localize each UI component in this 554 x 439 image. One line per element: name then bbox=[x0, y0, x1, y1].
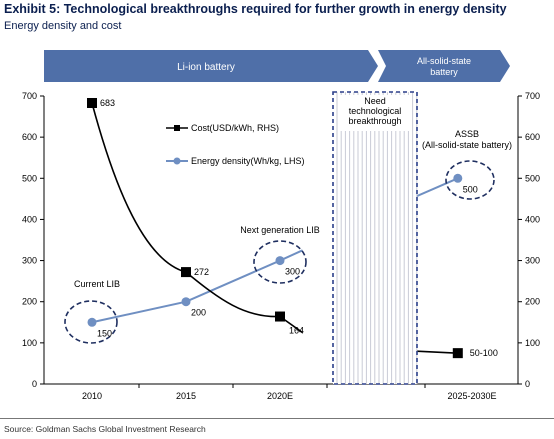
y-tick-label-left: 600 bbox=[22, 132, 37, 142]
cost-point-label: 164 bbox=[289, 326, 304, 336]
banner-assb bbox=[378, 50, 510, 82]
energy-point-label: 500 bbox=[463, 184, 478, 194]
cost-point bbox=[181, 267, 191, 278]
y-tick-label-right: 100 bbox=[525, 338, 540, 348]
bottom-rule bbox=[0, 418, 554, 419]
cost-point-label: 272 bbox=[194, 267, 209, 277]
cost-line bbox=[91, 102, 303, 334]
y-tick-label-left: 200 bbox=[22, 297, 37, 307]
banner-assb-label-line1: All-solid-state bbox=[417, 56, 471, 66]
breakthrough-border bbox=[332, 91, 418, 385]
banner-assb-label-line2: battery bbox=[430, 67, 458, 77]
x-tick-label: 2020E bbox=[267, 391, 293, 401]
legend-cost-marker bbox=[174, 125, 180, 131]
energy-point bbox=[87, 317, 97, 327]
energy-point bbox=[453, 173, 463, 183]
breakthrough-label-line: breakthrough bbox=[348, 116, 401, 126]
banner-li-ion bbox=[44, 50, 378, 82]
annotation-assb-full: (All-solid-state battery) bbox=[422, 140, 512, 150]
cost-point-label: 683 bbox=[100, 98, 115, 108]
x-tick-label: 2025-2030E bbox=[447, 391, 496, 401]
energy-point bbox=[275, 256, 285, 266]
energy-point-label: 200 bbox=[191, 308, 206, 318]
cost-point bbox=[452, 348, 463, 359]
y-tick-label-right: 200 bbox=[525, 297, 540, 307]
annotation-assb: ASSB bbox=[455, 129, 479, 139]
y-tick-label-left: 700 bbox=[22, 91, 37, 101]
legend-energy-label: Energy density(Wh/kg, LHS) bbox=[191, 156, 305, 166]
y-tick-label-right: 0 bbox=[525, 379, 530, 389]
current-lib-circle bbox=[64, 300, 118, 344]
page-title: Exhibit 5: Technological breakthroughs r… bbox=[4, 2, 507, 16]
breakthrough-label-line: Need bbox=[364, 96, 386, 106]
y-tick-label-left: 100 bbox=[22, 338, 37, 348]
y-tick-label-left: 300 bbox=[22, 256, 37, 266]
source-note: Source: Goldman Sachs Global Investment … bbox=[4, 424, 206, 434]
cost-point-label: 50-100 bbox=[470, 348, 498, 358]
y-tick-label-left: 400 bbox=[22, 214, 37, 224]
y-tick-label-right: 700 bbox=[525, 91, 540, 101]
y-tick-label-right: 500 bbox=[525, 173, 540, 183]
y-tick-label-right: 400 bbox=[525, 214, 540, 224]
energy-point-label: 150 bbox=[97, 328, 112, 338]
energy-point-label: 300 bbox=[285, 267, 300, 277]
page-subtitle: Energy density and cost bbox=[4, 20, 122, 32]
legend-cost-label: Cost(USD/kWh, RHS) bbox=[191, 123, 279, 133]
breakthrough-label-bg bbox=[338, 95, 412, 131]
next-gen-lib-circle bbox=[253, 240, 307, 284]
cost-point bbox=[87, 97, 97, 108]
y-tick-label-right: 600 bbox=[525, 132, 540, 142]
y-tick-label-right: 300 bbox=[525, 256, 540, 266]
x-tick-label: 2015 bbox=[176, 391, 196, 401]
legend-energy-marker bbox=[173, 157, 181, 165]
y-tick-label-left: 0 bbox=[32, 379, 37, 389]
energy-density-line bbox=[91, 249, 303, 324]
breakthrough-label-line: technological bbox=[349, 106, 402, 116]
assb-circle bbox=[445, 160, 495, 200]
y-tick-label-left: 500 bbox=[22, 173, 37, 183]
annotation-next-gen-lib: Next generation LIB bbox=[240, 225, 320, 235]
x-tick-label: 2010 bbox=[82, 391, 102, 401]
energy-point bbox=[181, 297, 191, 307]
banner-li-ion-label: Li-ion battery bbox=[177, 62, 235, 73]
cost-point bbox=[275, 311, 285, 322]
annotation-current-lib: Current LIB bbox=[74, 279, 120, 289]
